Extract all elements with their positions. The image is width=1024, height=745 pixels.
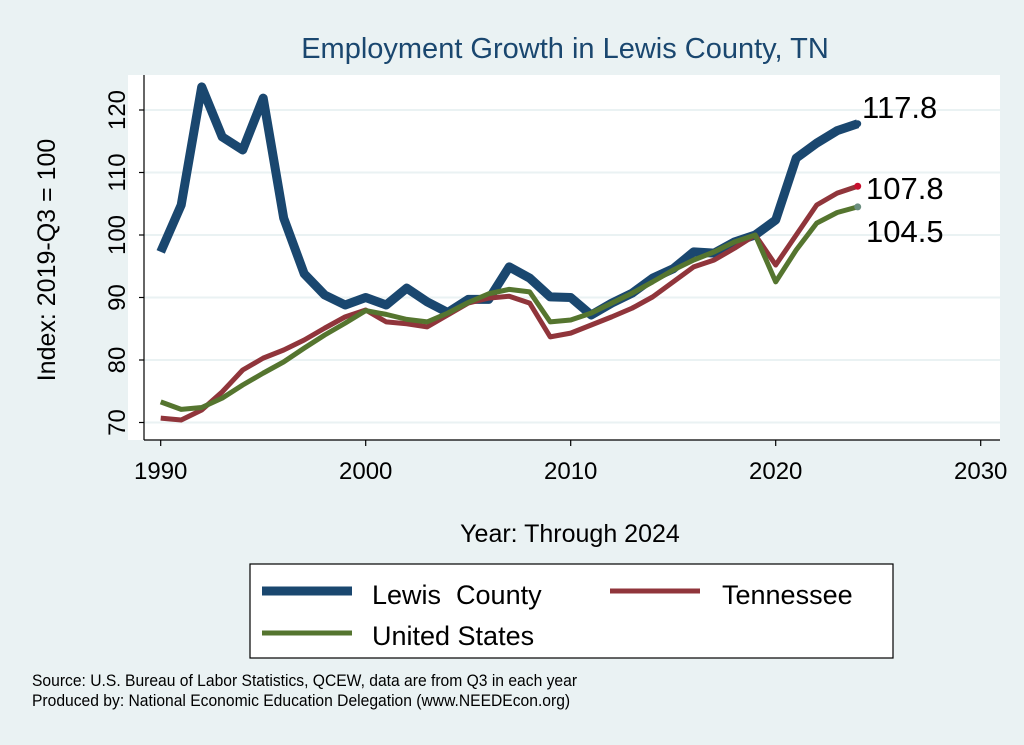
x-tick-label: 2010 — [544, 458, 597, 485]
series-line-tennessee — [160, 183, 859, 423]
x-axis-label: Year: Through 2024 — [460, 520, 680, 548]
x-tick-label: 2020 — [749, 458, 802, 485]
end-point — [854, 203, 862, 211]
y-axis-label: Index: 2019-Q3 = 100 — [33, 139, 61, 382]
series-line-united-states — [159, 204, 859, 412]
end-value-label: 107.8 — [866, 171, 944, 206]
plot-area — [128, 75, 1000, 440]
y-tick-label: 70 — [104, 409, 131, 436]
end-value-label: 117.8 — [862, 90, 937, 125]
x-tick-label: 2030 — [954, 458, 1007, 485]
x-tick-label: 2000 — [339, 458, 392, 485]
y-tick-label: 100 — [104, 215, 131, 255]
source-note: Source: U.S. Bureau of Labor Statistics,… — [32, 671, 578, 690]
y-tick-label: 110 — [104, 153, 131, 191]
legend-label-tennessee: Tennessee — [722, 580, 853, 610]
legend-box — [249, 563, 894, 659]
end-value-label: 104.5 — [866, 214, 944, 249]
chart-title: Employment Growth in Lewis County, TN — [301, 33, 829, 65]
y-tick-label: 80 — [104, 347, 131, 374]
x-tick-label: 1990 — [134, 458, 187, 485]
legend-label-lewis: Lewis County — [372, 580, 542, 610]
legend: Lewis County Tennessee United States — [249, 563, 894, 659]
legend-label-us: United States — [372, 621, 534, 651]
end-point — [854, 182, 862, 190]
y-tick-label: 90 — [104, 284, 131, 311]
end-point — [854, 120, 862, 128]
producer-note: Produced by: National Economic Education… — [32, 691, 571, 710]
y-tick-label: 120 — [104, 90, 131, 130]
